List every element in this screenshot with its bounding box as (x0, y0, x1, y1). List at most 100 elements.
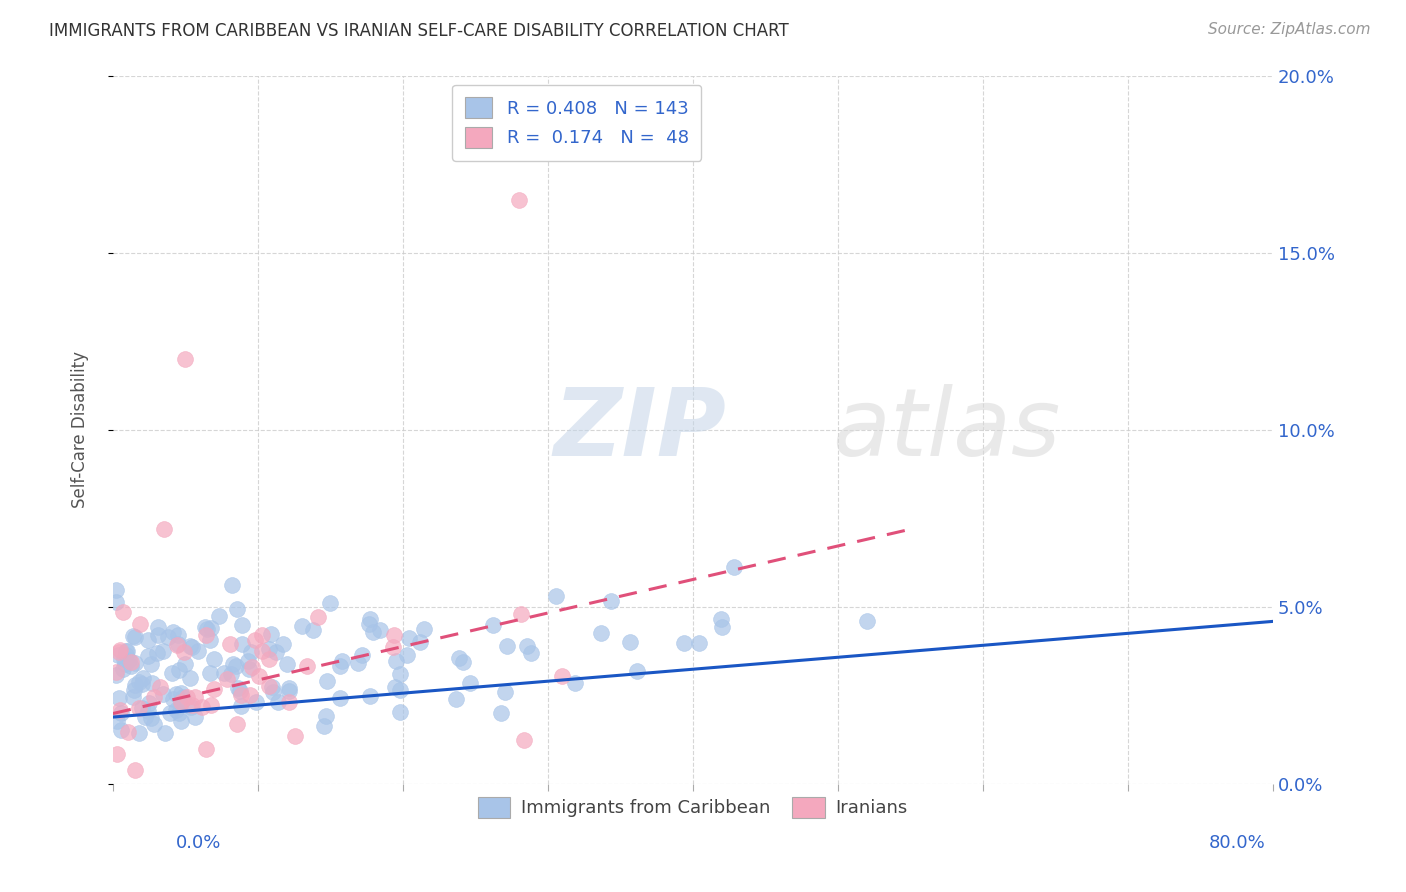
Point (389, 706, 412, 720)
Point (118, 652, 141, 666)
Point (124, 630, 146, 644)
Point (361, 624, 384, 639)
Point (174, 352, 197, 367)
Point (200, 698, 222, 713)
Point (105, 668, 128, 682)
Point (115, 648, 138, 662)
Point (626, 664, 648, 678)
Point (170, 695, 193, 709)
Point (179, 671, 201, 685)
Point (564, 675, 586, 690)
Point (180, 700, 202, 714)
Point (198, 632, 221, 647)
Point (183, 710, 205, 724)
Text: 80.0%: 80.0% (1209, 834, 1265, 852)
Point (166, 627, 188, 641)
Point (516, 639, 538, 653)
Point (551, 669, 574, 683)
Point (107, 648, 129, 662)
Point (156, 630, 179, 644)
Point (212, 666, 235, 681)
Point (239, 688, 262, 702)
Point (162, 692, 184, 706)
Point (194, 620, 217, 634)
Point (162, 624, 184, 639)
Point (271, 637, 294, 651)
Point (231, 618, 253, 632)
Point (131, 677, 153, 691)
Point (219, 637, 242, 651)
Point (382, 628, 405, 642)
Point (124, 677, 146, 691)
Point (489, 706, 512, 720)
Point (181, 640, 204, 654)
Point (187, 644, 209, 658)
Point (226, 717, 249, 731)
Point (108, 642, 131, 657)
Point (238, 662, 260, 676)
Point (217, 672, 239, 686)
Point (546, 590, 568, 604)
Text: atlas: atlas (832, 384, 1060, 475)
Point (108, 645, 131, 659)
Point (291, 619, 314, 633)
Point (856, 615, 879, 629)
Point (184, 690, 207, 705)
Point (169, 706, 191, 720)
Point (136, 705, 159, 719)
Point (170, 714, 193, 728)
Point (245, 633, 267, 648)
Point (370, 623, 392, 637)
Point (260, 680, 283, 694)
Point (149, 680, 172, 694)
Point (110, 723, 132, 737)
Point (315, 709, 337, 723)
Point (302, 624, 325, 638)
Point (711, 620, 734, 634)
Point (359, 617, 381, 632)
Point (388, 666, 411, 681)
Point (688, 636, 710, 650)
Point (202, 651, 225, 665)
Point (228, 681, 250, 695)
Point (319, 596, 342, 610)
Point (295, 658, 318, 673)
Point (146, 628, 169, 642)
Point (159, 706, 181, 720)
Point (330, 654, 353, 668)
Point (194, 628, 217, 642)
Point (138, 696, 160, 710)
Point (229, 688, 252, 702)
Point (389, 683, 412, 698)
Point (141, 676, 163, 690)
Point (115, 644, 138, 658)
Point (202, 681, 225, 696)
Point (240, 660, 263, 674)
Point (198, 666, 221, 681)
Point (165, 703, 187, 717)
Point (519, 647, 541, 661)
Point (276, 657, 298, 672)
Point (385, 654, 408, 668)
Point (494, 685, 516, 699)
Point (221, 578, 243, 592)
Point (143, 690, 166, 704)
Point (262, 685, 284, 699)
Point (444, 691, 467, 706)
Point (108, 691, 131, 706)
Point (250, 628, 273, 642)
Point (208, 609, 231, 624)
Point (195, 623, 218, 637)
Point (128, 675, 150, 690)
Point (266, 695, 288, 709)
Point (129, 617, 152, 632)
Point (153, 726, 176, 740)
Point (162, 666, 184, 681)
Point (239, 645, 262, 659)
Text: IMMIGRANTS FROM CARIBBEAN VS IRANIAN SELF-CARE DISABILITY CORRELATION CHART: IMMIGRANTS FROM CARIBBEAN VS IRANIAN SEL… (49, 22, 789, 40)
Point (495, 639, 517, 653)
Point (260, 627, 283, 641)
Point (112, 605, 135, 619)
Legend: Immigrants from Caribbean, Iranians: Immigrants from Caribbean, Iranians (471, 789, 915, 825)
Point (115, 644, 138, 658)
